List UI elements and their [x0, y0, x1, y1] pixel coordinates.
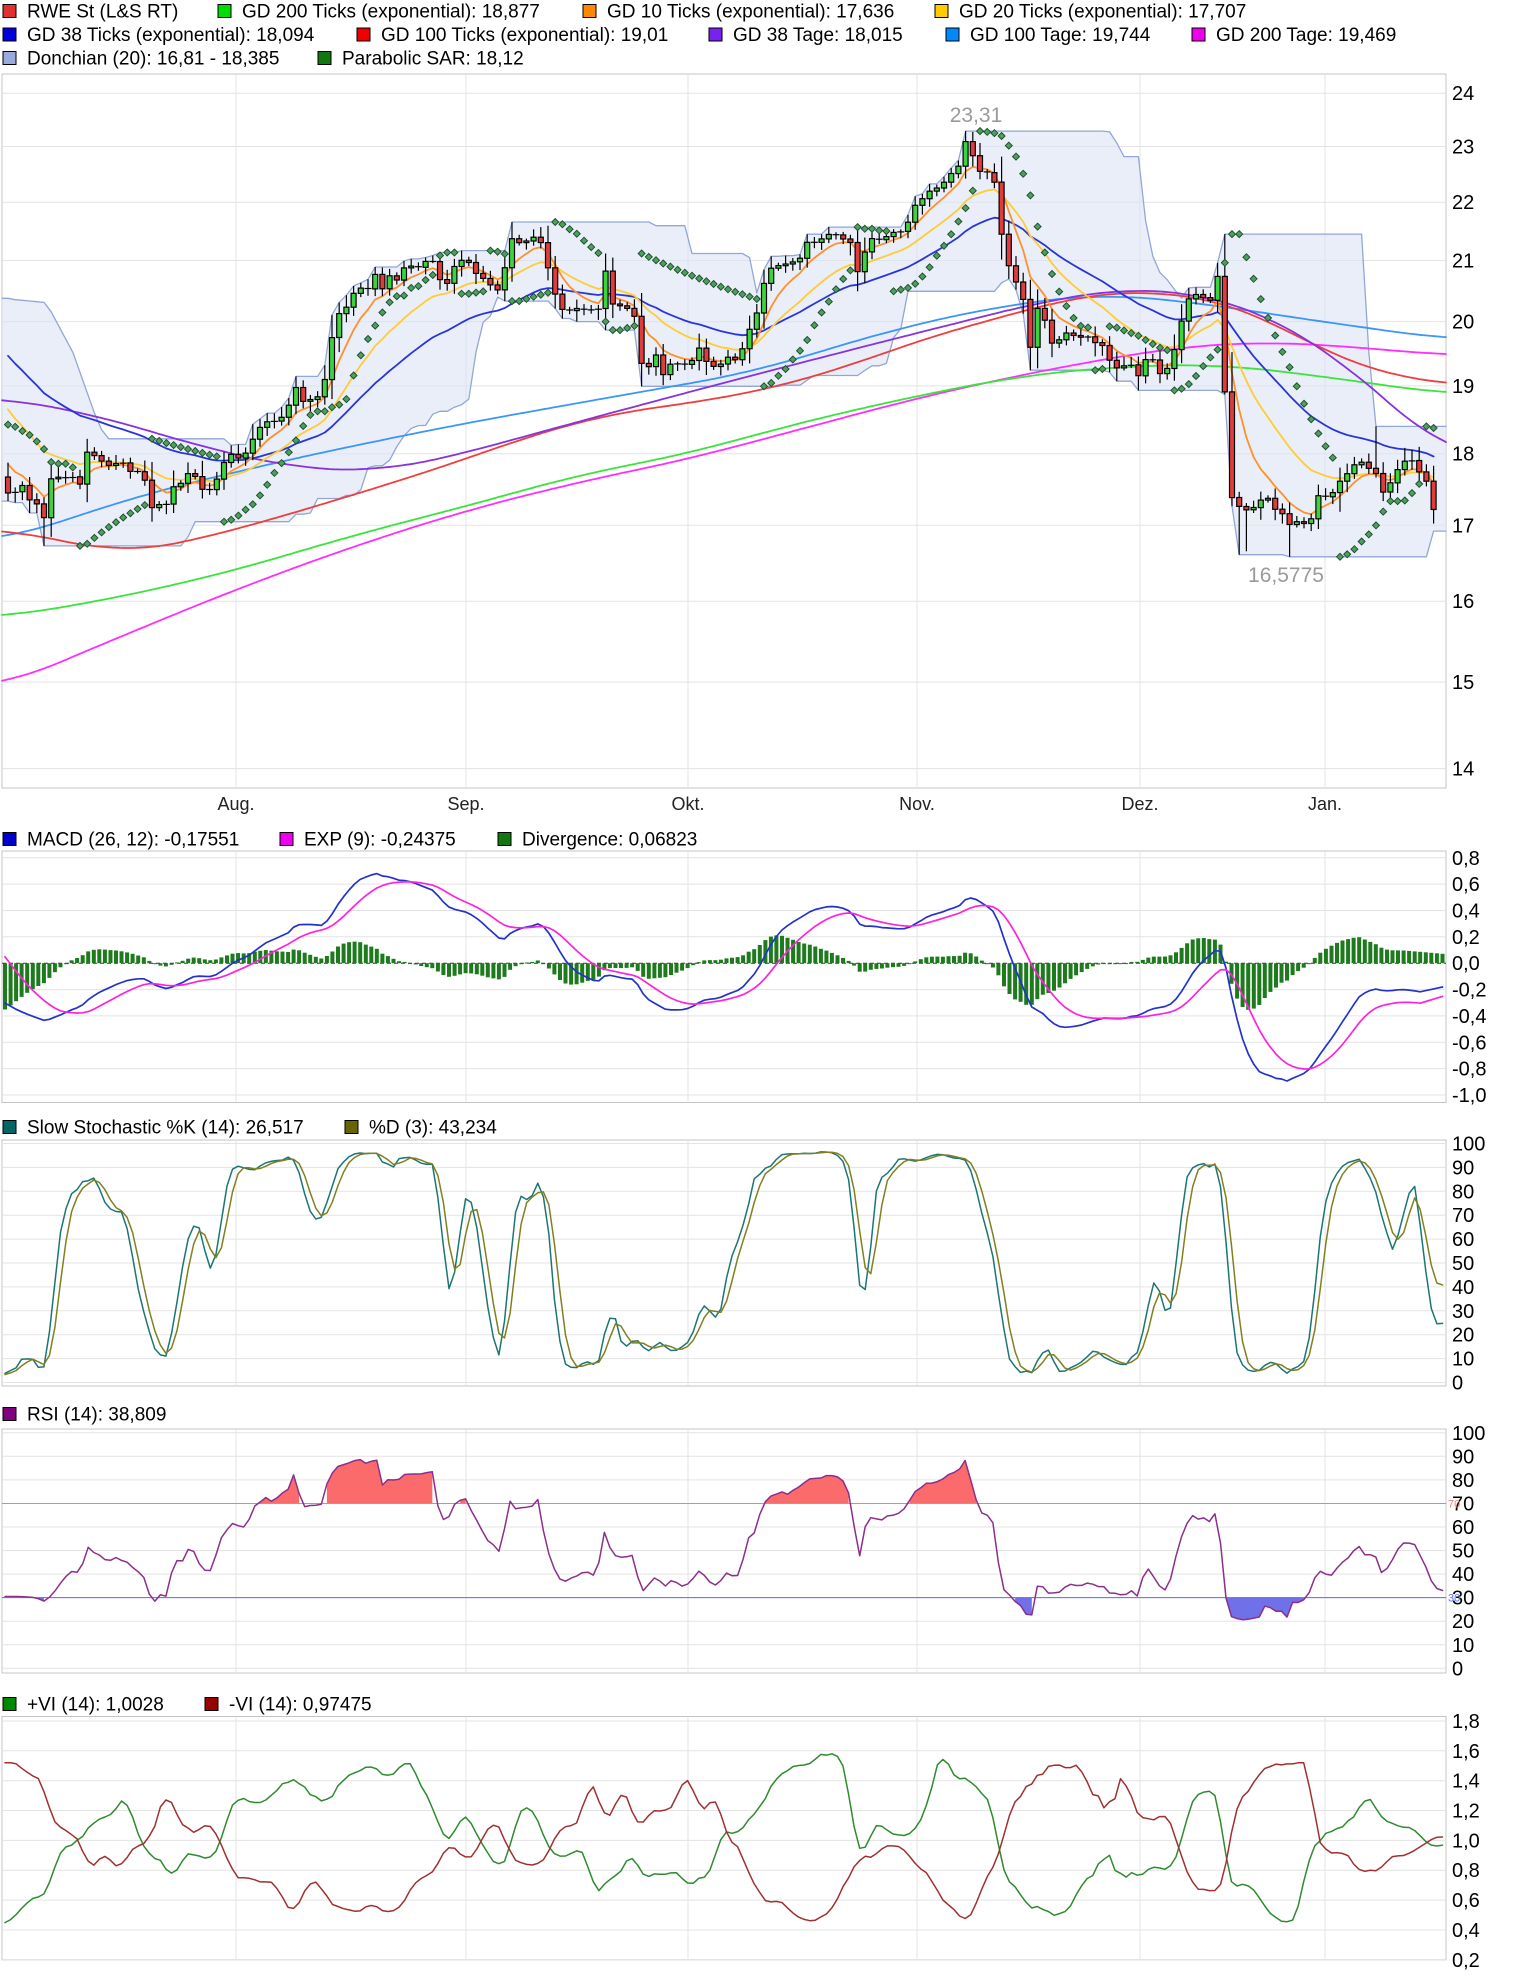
svg-text:20: 20	[1452, 312, 1474, 334]
svg-text:23: 23	[1452, 137, 1474, 159]
svg-text:0,8: 0,8	[1452, 1860, 1480, 1882]
svg-text:EXP (9): -0,24375: EXP (9): -0,24375	[304, 830, 456, 851]
svg-text:-VI (14): 0,97475: -VI (14): 0,97475	[229, 1695, 372, 1716]
svg-text:Okt.: Okt.	[671, 794, 704, 814]
svg-text:20: 20	[1452, 1611, 1474, 1633]
svg-text:GD 38 Ticks (exponential): 18,: GD 38 Ticks (exponential): 18,094	[27, 25, 315, 46]
svg-text:Jan.: Jan.	[1308, 794, 1342, 814]
svg-text:1,4: 1,4	[1452, 1771, 1480, 1793]
svg-text:50: 50	[1452, 1541, 1474, 1563]
svg-text:22: 22	[1452, 192, 1474, 214]
svg-text:GD 20 Ticks (exponential): 17,: GD 20 Ticks (exponential): 17,707	[959, 2, 1246, 23]
svg-text:Aug.: Aug.	[217, 794, 254, 814]
svg-text:50: 50	[1452, 1253, 1474, 1275]
svg-text:90: 90	[1452, 1157, 1474, 1179]
svg-text:0,4: 0,4	[1452, 901, 1480, 923]
svg-text:80: 80	[1452, 1470, 1474, 1492]
svg-text:0,8: 0,8	[1452, 848, 1480, 870]
svg-text:GD 200 Tage: 19,469: GD 200 Tage: 19,469	[1216, 25, 1396, 46]
svg-text:0,2: 0,2	[1452, 927, 1480, 949]
svg-text:GD 10 Ticks (exponential): 17,: GD 10 Ticks (exponential): 17,636	[607, 2, 894, 23]
svg-text:80: 80	[1452, 1181, 1474, 1203]
svg-text:1,2: 1,2	[1452, 1801, 1480, 1823]
svg-text:+VI (14): 1,0028: +VI (14): 1,0028	[27, 1695, 164, 1716]
svg-text:1,8: 1,8	[1452, 1711, 1480, 1733]
svg-text:40: 40	[1452, 1277, 1474, 1299]
svg-text:40: 40	[1452, 1564, 1474, 1586]
svg-text:70: 70	[1448, 1499, 1460, 1511]
svg-text:-0,2: -0,2	[1452, 980, 1486, 1002]
svg-text:10: 10	[1452, 1635, 1474, 1657]
svg-text:60: 60	[1452, 1229, 1474, 1251]
svg-text:15: 15	[1452, 672, 1474, 694]
svg-text:-1,0: -1,0	[1452, 1085, 1486, 1107]
svg-text:0,6: 0,6	[1452, 1890, 1480, 1912]
svg-text:0,2: 0,2	[1452, 1950, 1480, 1972]
svg-text:18: 18	[1452, 444, 1474, 466]
svg-text:Donchian (20): 16,81 - 18,385: Donchian (20): 16,81 - 18,385	[27, 49, 279, 70]
svg-text:0,4: 0,4	[1452, 1920, 1480, 1942]
svg-text:-0,6: -0,6	[1452, 1032, 1486, 1054]
svg-text:60: 60	[1452, 1517, 1474, 1539]
svg-text:0: 0	[1452, 1658, 1463, 1680]
svg-text:GD 100 Ticks (exponential): 19: GD 100 Ticks (exponential): 19,01	[381, 25, 668, 46]
svg-text:17: 17	[1452, 515, 1474, 537]
svg-text:19: 19	[1452, 376, 1474, 398]
svg-text:Parabolic SAR: 18,12: Parabolic SAR: 18,12	[342, 49, 524, 70]
svg-text:16: 16	[1452, 591, 1474, 613]
svg-text:0: 0	[1452, 1373, 1463, 1395]
svg-text:70: 70	[1452, 1205, 1474, 1227]
svg-text:30: 30	[1448, 1593, 1460, 1605]
svg-text:0,0: 0,0	[1452, 953, 1480, 975]
svg-text:30: 30	[1452, 1301, 1474, 1323]
svg-text:100: 100	[1452, 1134, 1485, 1156]
svg-text:16,5775: 16,5775	[1248, 564, 1324, 587]
svg-text:70: 70	[1452, 1494, 1474, 1516]
svg-text:GD 38 Tage: 18,015: GD 38 Tage: 18,015	[733, 25, 903, 46]
svg-text:Dez.: Dez.	[1121, 794, 1158, 814]
svg-text:Slow Stochastic %K (14): 26,51: Slow Stochastic %K (14): 26,517	[27, 1118, 304, 1139]
svg-text:24: 24	[1452, 83, 1474, 105]
svg-text:%D (3): 43,234: %D (3): 43,234	[369, 1118, 497, 1139]
svg-text:1,6: 1,6	[1452, 1741, 1480, 1763]
svg-text:90: 90	[1452, 1446, 1474, 1468]
svg-text:GD 100 Tage: 19,744: GD 100 Tage: 19,744	[970, 25, 1151, 46]
svg-text:RSI (14): 38,809: RSI (14): 38,809	[27, 1405, 166, 1426]
svg-text:RWE St (L&S RT): RWE St (L&S RT)	[27, 2, 178, 23]
svg-text:Nov.: Nov.	[899, 794, 935, 814]
svg-text:21: 21	[1452, 251, 1474, 273]
svg-text:1,0: 1,0	[1452, 1830, 1480, 1852]
svg-text:14: 14	[1452, 759, 1474, 781]
svg-text:10: 10	[1452, 1349, 1474, 1371]
svg-text:GD 200 Ticks (exponential): 18: GD 200 Ticks (exponential): 18,877	[242, 2, 540, 23]
svg-text:Divergence: 0,06823: Divergence: 0,06823	[522, 830, 697, 851]
svg-text:100: 100	[1452, 1423, 1485, 1445]
svg-text:Sep.: Sep.	[447, 794, 484, 814]
svg-text:30: 30	[1452, 1588, 1474, 1610]
svg-text:23,31: 23,31	[950, 104, 1003, 127]
svg-text:0,6: 0,6	[1452, 874, 1480, 896]
svg-text:20: 20	[1452, 1325, 1474, 1347]
svg-text:-0,8: -0,8	[1452, 1059, 1486, 1081]
svg-text:MACD (26, 12): -0,17551: MACD (26, 12): -0,17551	[27, 830, 239, 851]
svg-text:-0,4: -0,4	[1452, 1006, 1486, 1028]
